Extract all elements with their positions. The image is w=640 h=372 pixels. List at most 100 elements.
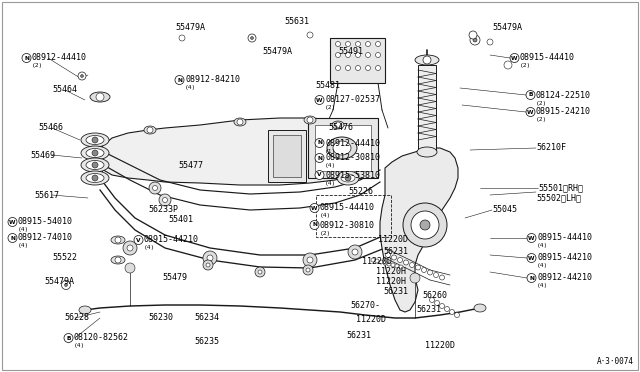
Text: W: W [528, 235, 535, 241]
Text: 08912-30810: 08912-30810 [320, 221, 375, 230]
Circle shape [440, 304, 445, 308]
Text: 56231: 56231 [383, 247, 408, 257]
Text: 56270-: 56270- [350, 301, 380, 310]
Circle shape [306, 268, 310, 272]
Ellipse shape [81, 146, 109, 160]
Text: 08915-44410: 08915-44410 [320, 203, 375, 212]
FancyBboxPatch shape [268, 130, 306, 182]
Text: 55401: 55401 [168, 215, 193, 224]
Circle shape [163, 198, 168, 202]
Text: (4): (4) [320, 214, 332, 218]
Text: (2): (2) [536, 118, 547, 122]
Ellipse shape [86, 173, 104, 183]
Text: B: B [67, 336, 70, 340]
Circle shape [385, 253, 390, 257]
Text: (4): (4) [18, 244, 29, 248]
Circle shape [365, 65, 371, 71]
Circle shape [469, 31, 477, 39]
Circle shape [365, 42, 371, 46]
Circle shape [147, 127, 153, 133]
Circle shape [454, 312, 460, 317]
Polygon shape [100, 118, 372, 185]
Text: 55479A: 55479A [175, 23, 205, 32]
Circle shape [395, 264, 399, 268]
Text: (2): (2) [32, 64, 44, 68]
Circle shape [410, 273, 420, 283]
Circle shape [440, 275, 445, 280]
Text: 08912-74010: 08912-74010 [18, 234, 73, 243]
FancyBboxPatch shape [330, 38, 385, 83]
Circle shape [78, 72, 86, 80]
Text: 55466: 55466 [38, 124, 63, 132]
Circle shape [64, 334, 73, 343]
Ellipse shape [332, 121, 344, 129]
Circle shape [403, 260, 408, 265]
Circle shape [473, 38, 477, 42]
Circle shape [527, 273, 536, 282]
Circle shape [410, 263, 415, 267]
Circle shape [125, 263, 135, 273]
Circle shape [203, 251, 217, 265]
Ellipse shape [341, 174, 355, 182]
Ellipse shape [81, 158, 109, 172]
Ellipse shape [144, 126, 156, 134]
Text: B: B [528, 93, 532, 97]
Circle shape [338, 144, 346, 152]
Text: (2): (2) [320, 231, 332, 235]
Ellipse shape [90, 92, 110, 102]
Text: 55476: 55476 [328, 124, 353, 132]
Circle shape [346, 52, 351, 58]
Circle shape [335, 52, 340, 58]
Circle shape [415, 265, 420, 270]
Circle shape [303, 253, 317, 267]
Ellipse shape [86, 148, 104, 157]
Circle shape [411, 211, 439, 239]
Text: (4): (4) [18, 228, 29, 232]
Text: 56231: 56231 [346, 331, 371, 340]
Text: 11220D: 11220D [378, 235, 408, 244]
Circle shape [435, 301, 440, 305]
Ellipse shape [474, 304, 486, 312]
Ellipse shape [111, 256, 125, 264]
Circle shape [303, 265, 313, 275]
Text: 08912-30810: 08912-30810 [325, 154, 380, 163]
Text: 56210F: 56210F [536, 144, 566, 153]
Circle shape [134, 235, 143, 244]
Circle shape [92, 162, 98, 168]
Circle shape [159, 194, 171, 206]
Text: 11220D: 11220D [362, 257, 392, 266]
Circle shape [346, 65, 351, 71]
Text: 08912-44210: 08912-44210 [537, 273, 592, 282]
Text: 55502〈LH〉: 55502〈LH〉 [536, 193, 581, 202]
Ellipse shape [337, 171, 359, 185]
Text: W: W [511, 55, 518, 61]
Circle shape [123, 241, 137, 255]
Circle shape [115, 237, 121, 243]
Text: 55477: 55477 [178, 160, 203, 170]
Circle shape [179, 35, 185, 41]
Circle shape [307, 117, 313, 123]
Text: 56234: 56234 [194, 314, 219, 323]
Text: (4): (4) [325, 164, 336, 169]
Circle shape [237, 119, 243, 125]
Circle shape [510, 54, 519, 62]
Text: 56231: 56231 [416, 305, 441, 314]
Circle shape [92, 175, 98, 181]
Circle shape [22, 54, 31, 62]
Ellipse shape [304, 116, 316, 124]
Text: N: N [24, 55, 29, 61]
Circle shape [248, 34, 256, 42]
Text: 08915-44410: 08915-44410 [520, 54, 575, 62]
Text: 55479: 55479 [162, 273, 187, 282]
Circle shape [423, 56, 431, 64]
Text: 08124-22510: 08124-22510 [536, 90, 591, 99]
FancyBboxPatch shape [418, 65, 436, 150]
Circle shape [403, 203, 447, 247]
Circle shape [315, 154, 324, 163]
Text: (4): (4) [185, 86, 196, 90]
Circle shape [258, 270, 262, 274]
Circle shape [310, 203, 319, 212]
Circle shape [379, 260, 383, 264]
Ellipse shape [415, 55, 439, 65]
Circle shape [81, 74, 83, 77]
